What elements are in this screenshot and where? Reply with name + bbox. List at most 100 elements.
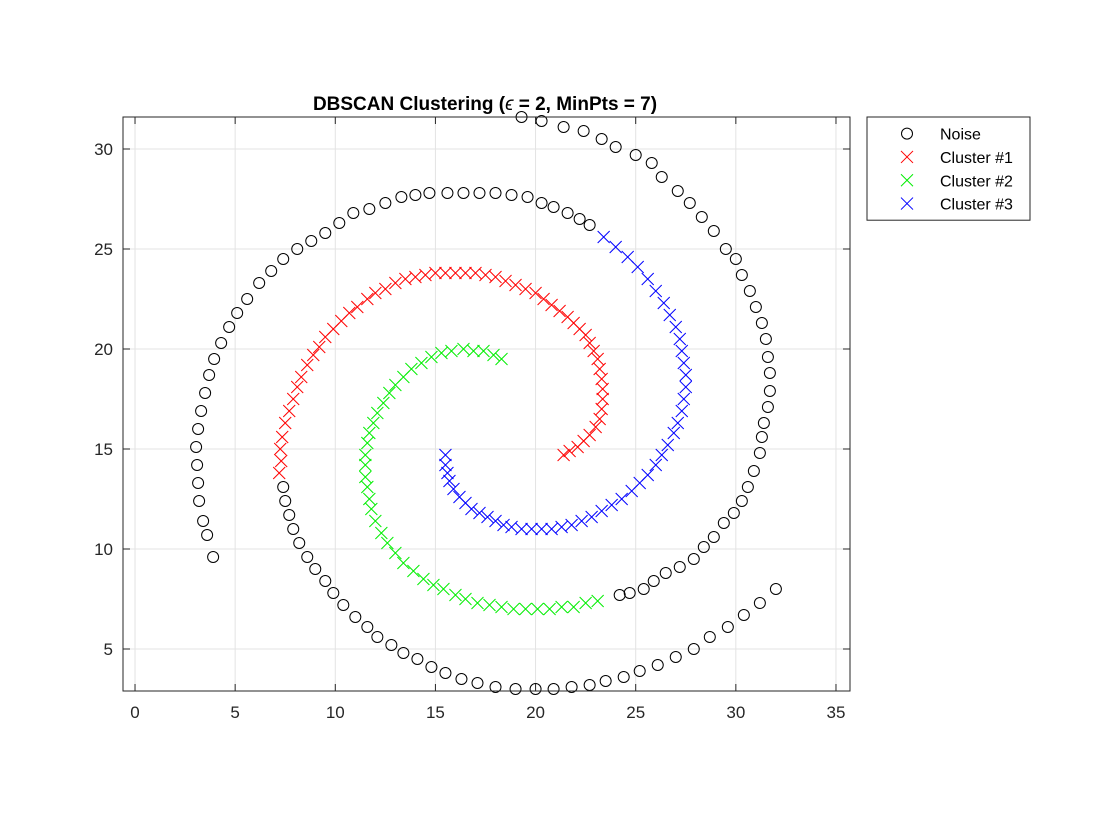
cluster-point [397,556,410,570]
plot-marks [190,111,782,695]
noise-point [193,495,206,507]
cluster-point [679,368,693,382]
cluster-point [673,332,687,346]
noise-point [195,405,208,417]
y-tick-label: 5 [104,640,113,659]
noise-point [565,681,578,693]
noise-point [583,219,596,231]
cluster-point [368,514,382,528]
cluster-point [449,266,462,280]
cluster-point [609,240,623,254]
cluster-point [275,430,289,444]
cluster-point [377,396,390,410]
noise-point [721,621,734,633]
noise-point [755,431,768,443]
noise-point [687,553,700,565]
cluster-point [519,282,532,296]
noise-point [283,509,296,521]
cluster-point [272,466,286,480]
noise-point [719,243,732,255]
cluster-point [567,600,580,614]
noise-point [349,611,362,623]
series-3 [439,230,693,536]
cluster-point [535,522,548,536]
cluster-point [529,286,542,300]
noise-point [423,187,436,199]
noise-point [265,265,278,277]
noise-point [279,495,292,507]
cluster-point [459,592,472,606]
cluster-point [360,480,374,494]
noise-point [489,681,502,693]
cluster-point [579,328,592,342]
noise-point [363,203,376,215]
cluster-point [641,468,655,482]
cluster-point [459,266,472,280]
cluster-point [350,300,364,314]
cluster-point [479,268,492,282]
noise-point [741,481,754,493]
noise-point [707,225,720,237]
noise-point [707,531,720,543]
noise-point [763,385,776,397]
cluster-point [360,292,374,306]
noise-point [577,125,590,137]
noise-point [727,507,740,519]
grid-lines [123,117,850,691]
noise-point [697,541,710,553]
noise-point [673,561,686,573]
cluster-point [565,518,578,532]
cluster-point [657,296,671,310]
noise-point [277,481,290,493]
cluster-point [481,510,494,524]
cluster-point [557,448,570,462]
noise-point [683,197,696,209]
noise-point [309,563,322,575]
cluster-point [465,502,478,516]
cluster-point [649,458,663,472]
noise-point [747,465,760,477]
cluster-point [362,492,376,506]
cluster-point [360,436,374,450]
noise-point [561,207,574,219]
cluster-point [525,522,538,536]
noise-point [753,447,766,459]
cluster-point [439,266,452,280]
cluster-point [282,404,296,418]
cluster-point [649,284,663,298]
noise-point [753,597,766,609]
noise-point [757,417,770,429]
cluster-point [362,426,376,440]
axes-box [122,116,851,692]
y-tick-label: 25 [94,240,113,259]
x-tick-label: 25 [626,703,645,722]
cluster-point [445,344,458,358]
noise-point [337,599,350,611]
noise-point [201,529,214,541]
cluster-point [278,416,292,430]
cluster-point [294,370,308,384]
cluster-point [368,286,382,300]
noise-point [371,631,384,643]
cluster-point [631,260,645,274]
cluster-point [427,578,440,592]
cluster-point [389,378,402,392]
cluster-point [342,306,356,320]
cluster-point [447,482,460,496]
cluster-point [409,270,422,284]
cluster-point [571,440,584,454]
axis-ticks: 0 5 10 15 20 25 30 35 5 10 15 20 25 30 [94,117,850,722]
noise-point [215,337,228,349]
cluster-point [439,458,452,472]
cluster-point [669,320,683,334]
noise-point [231,307,244,319]
noise-point [385,639,398,651]
cluster-point [469,266,482,280]
legend-label: Cluster #1 [940,150,1013,167]
noise-point [203,369,216,381]
legend-marker [900,150,914,164]
cluster-point [621,250,635,264]
cluster-point [591,594,605,608]
cluster-point [383,386,396,400]
